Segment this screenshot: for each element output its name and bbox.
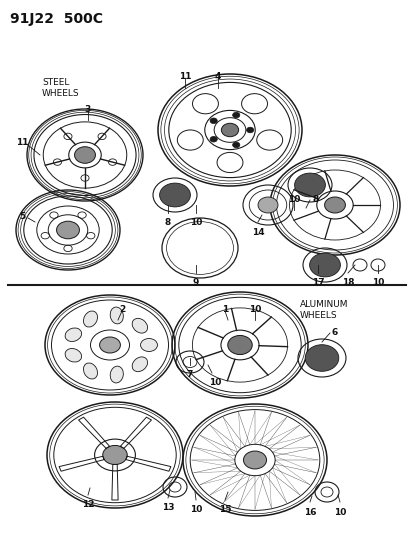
Text: 10: 10 xyxy=(189,218,202,227)
Ellipse shape xyxy=(227,335,252,354)
Text: 8: 8 xyxy=(164,218,171,227)
Text: 15: 15 xyxy=(218,505,231,514)
Text: 6: 6 xyxy=(331,328,337,337)
Ellipse shape xyxy=(304,345,338,372)
Text: 8: 8 xyxy=(312,195,318,204)
Text: 18: 18 xyxy=(341,278,354,287)
Text: 11: 11 xyxy=(16,138,28,147)
Text: 10: 10 xyxy=(208,378,221,387)
Ellipse shape xyxy=(232,142,239,148)
Ellipse shape xyxy=(294,173,325,197)
Ellipse shape xyxy=(309,253,339,277)
Ellipse shape xyxy=(65,349,81,362)
Ellipse shape xyxy=(159,183,190,207)
Ellipse shape xyxy=(209,118,217,124)
Text: 5: 5 xyxy=(19,212,25,221)
Ellipse shape xyxy=(132,357,147,372)
Ellipse shape xyxy=(246,127,253,133)
Ellipse shape xyxy=(110,307,123,324)
Ellipse shape xyxy=(83,311,97,327)
Text: ALUMINUM
WHEELS: ALUMINUM WHEELS xyxy=(299,300,348,320)
Ellipse shape xyxy=(257,197,277,213)
Text: 3: 3 xyxy=(85,105,91,114)
Ellipse shape xyxy=(83,363,97,379)
Text: 10: 10 xyxy=(333,508,345,517)
Text: 9: 9 xyxy=(192,278,199,287)
Ellipse shape xyxy=(110,366,123,383)
Ellipse shape xyxy=(232,112,239,118)
Text: 13: 13 xyxy=(161,503,174,512)
Ellipse shape xyxy=(324,197,344,213)
Text: 14: 14 xyxy=(251,228,263,237)
Text: 12: 12 xyxy=(81,500,94,509)
Ellipse shape xyxy=(243,451,266,469)
Text: 2: 2 xyxy=(119,305,125,314)
Text: 4: 4 xyxy=(214,72,221,81)
Text: 16: 16 xyxy=(303,508,316,517)
Ellipse shape xyxy=(140,338,157,351)
Text: 10: 10 xyxy=(248,305,261,314)
Ellipse shape xyxy=(204,110,254,150)
Text: 1: 1 xyxy=(221,305,228,314)
Ellipse shape xyxy=(74,147,95,163)
Text: 10: 10 xyxy=(287,195,299,204)
Text: 91J22  500C: 91J22 500C xyxy=(10,12,103,26)
Text: 10: 10 xyxy=(371,278,383,287)
Text: STEEL
WHEELS: STEEL WHEELS xyxy=(42,78,79,98)
Text: 10: 10 xyxy=(189,505,202,514)
Ellipse shape xyxy=(209,136,217,142)
Ellipse shape xyxy=(132,318,147,333)
Ellipse shape xyxy=(102,446,127,465)
Ellipse shape xyxy=(57,221,79,239)
Ellipse shape xyxy=(65,328,81,342)
Text: 7: 7 xyxy=(186,370,193,379)
Ellipse shape xyxy=(221,123,238,137)
Ellipse shape xyxy=(100,337,120,353)
Text: 11: 11 xyxy=(178,72,191,81)
Text: 17: 17 xyxy=(311,278,323,287)
